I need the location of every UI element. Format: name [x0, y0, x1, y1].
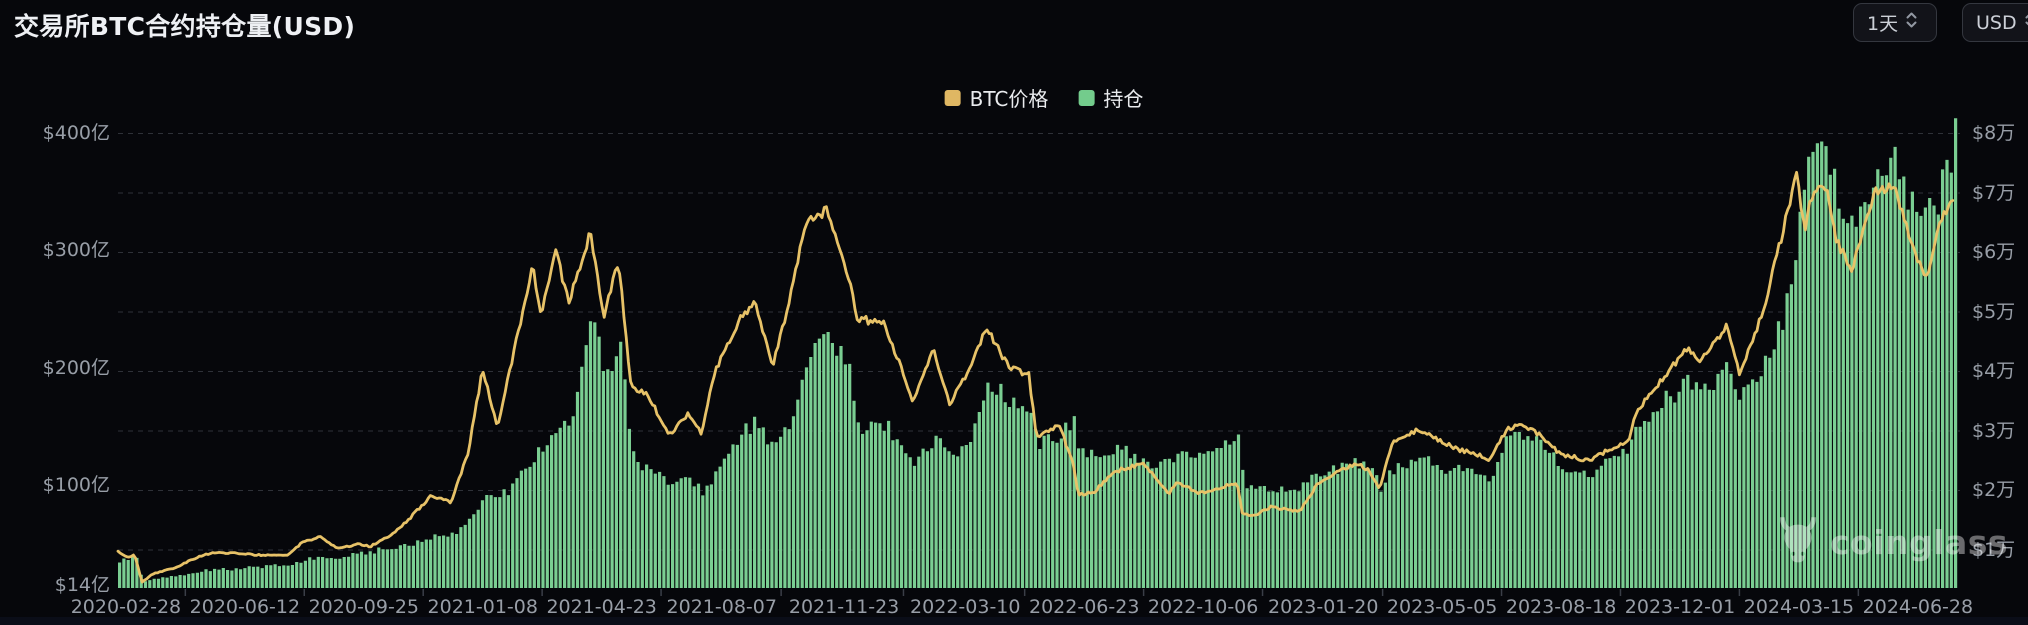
y-left-tick-14: $14亿	[54, 574, 110, 596]
bottom-strip	[0, 617, 2028, 625]
y-right-tick-5: $5万	[1972, 301, 2016, 323]
legend-item-open-interest[interactable]: 持仓	[1078, 83, 1143, 112]
page-title: 交易所BTC合约持仓量(USD)	[14, 12, 356, 41]
x-tick-label: 2021-08-07	[666, 596, 777, 618]
legend: BTC价格 持仓	[944, 83, 1143, 112]
y-left-tick-100: $100亿	[42, 474, 110, 496]
y-right-tick-7: $7万	[1972, 182, 2016, 204]
x-tick-label: 2023-01-20	[1267, 596, 1379, 618]
x-tick-label: 2023-12-01	[1624, 596, 1736, 618]
y-left-tick-400: $400亿	[42, 122, 110, 144]
y-right-tick-4: $4万	[1972, 360, 2016, 382]
x-tick-label: 2020-06-12	[189, 596, 301, 618]
x-tick-label: 2024-06-28	[1862, 596, 1974, 618]
y-left-tick-300: $300亿	[42, 239, 110, 261]
currency-select-label: USD	[1976, 11, 2017, 34]
y-right-tick-1: $1万	[1972, 539, 2016, 561]
y-right-tick-8: $8万	[1972, 122, 2016, 144]
interval-select-button[interactable]: 1天	[1853, 3, 1937, 42]
y-right-tick-6: $6万	[1972, 241, 2016, 263]
currency-select-button[interactable]: USD	[1962, 3, 2028, 42]
chevron-up-down-icon	[2025, 11, 2028, 34]
y-right-tick-3: $3万	[1972, 420, 2016, 442]
y-left-tick-200: $200亿	[42, 357, 110, 379]
x-tick-label: 2021-01-08	[427, 596, 538, 618]
x-tick-label: 2023-05-05	[1386, 596, 1498, 618]
x-tick-label: 2021-11-23	[788, 596, 900, 618]
chevron-up-down-icon	[1906, 11, 1917, 34]
x-tick-label: 2022-03-10	[910, 596, 1021, 618]
x-tick-label: 2021-04-23	[546, 596, 657, 618]
x-tick-label: 2023-08-18	[1505, 596, 1617, 618]
legend-item-btc-price[interactable]: BTC价格	[944, 83, 1049, 112]
legend-label-open-interest: 持仓	[1103, 87, 1144, 111]
price-series-swatch	[944, 89, 961, 106]
legend-label-btc-price: BTC价格	[969, 87, 1049, 111]
x-tick-label: 2022-10-06	[1147, 596, 1259, 618]
y-right-tick-2: $2万	[1972, 479, 2016, 501]
x-tick-label: 2020-09-25	[308, 596, 420, 618]
x-tick-label: 2024-03-15	[1743, 596, 1855, 618]
oi-series-swatch	[1078, 89, 1095, 106]
interval-select-label: 1天	[1867, 13, 1899, 35]
x-tick-label: 2020-02-28	[70, 596, 182, 618]
x-tick-label: 2022-06-23	[1028, 596, 1140, 618]
